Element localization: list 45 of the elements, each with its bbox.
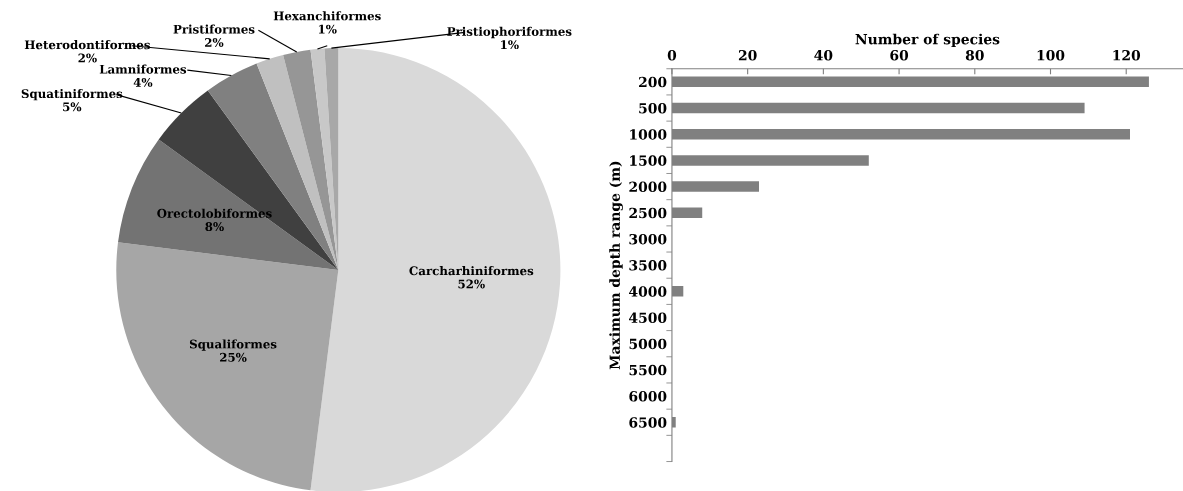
x-tick-label: 0	[667, 49, 677, 61]
slice-label: Lamniformes	[99, 64, 187, 74]
y-tick-label: 1000	[630, 129, 667, 140]
y-tick-label: 6000	[629, 391, 667, 402]
x-tick-label: 80	[965, 49, 984, 61]
slice-label: Pristiformes	[173, 24, 255, 34]
y-tick-label: 4000	[629, 286, 667, 297]
y-tick-label: 200	[639, 76, 667, 88]
x-tick-label: 100	[1037, 49, 1065, 61]
y-tick-label: 1500	[630, 155, 667, 166]
pie-slice	[118, 139, 339, 271]
x-tick-label: 20	[738, 49, 757, 61]
slice-label: Squaliformes	[189, 339, 277, 351]
y-tick-label: 500	[639, 102, 667, 114]
x-tick-label: 120	[1113, 49, 1141, 61]
pie-slice	[158, 90, 339, 271]
data-label: 2%	[205, 37, 224, 47]
data-label: 1%	[318, 24, 337, 34]
x-axis-title: Number of species	[855, 33, 1000, 48]
data-label: 5%	[63, 102, 82, 112]
x-tick-label: 40	[814, 49, 833, 61]
data-label: 52%	[458, 279, 485, 289]
slice-label: Heterodontiformes	[24, 40, 151, 50]
slice-label: Hexanchiformes	[273, 11, 381, 21]
slice-label: Carcharhiniformes	[409, 266, 534, 276]
y-tick-label: 3500	[629, 260, 667, 271]
y-tick-label: 3000	[629, 233, 667, 245]
data-label: 8%	[205, 222, 224, 232]
data-label: 25%	[220, 352, 247, 362]
slice-label: Pristiophoriformes	[447, 26, 572, 39]
pie-slice	[310, 47, 561, 491]
y-tick-label: 6500	[629, 417, 667, 428]
x-tick-label: 60	[890, 49, 909, 61]
y-axis-title: Maximum depth range (m)	[609, 161, 623, 370]
y-tick-label: 4500	[629, 312, 667, 323]
data-label: 4%	[133, 77, 153, 87]
y-tick-label: 2000	[629, 181, 667, 193]
data-label: 2%	[78, 53, 97, 63]
pie-slice	[116, 242, 339, 491]
y-tick-label: 5500	[629, 364, 667, 376]
slice-label: Squatiniformes	[21, 88, 123, 101]
y-tick-label: 2500	[629, 207, 667, 219]
y-tick-label: 5000	[629, 338, 667, 350]
data-label: 1%	[501, 40, 519, 50]
slice-label: Orectolobiformes	[157, 208, 272, 218]
